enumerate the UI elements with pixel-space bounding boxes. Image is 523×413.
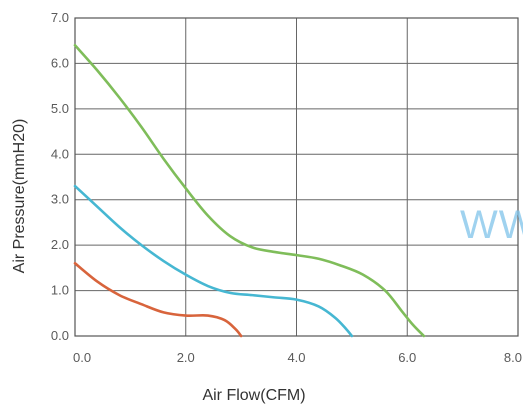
y-tick-labels: 0.0 1.0 2.0 3.0 4.0 5.0 6.0 7.0 <box>51 10 69 343</box>
series-line-1 <box>73 43 426 338</box>
x-axis-title: Air Flow(CFM) <box>202 387 305 404</box>
y-axis-title: Air Pressure(mmH20) <box>11 119 28 274</box>
x-tick-labels: 0.0 2.0 4.0 6.0 8.0 <box>73 350 522 365</box>
y-tick-label: 3.0 <box>51 192 69 207</box>
grid <box>74 17 519 337</box>
y-tick-label: 2.0 <box>51 237 69 252</box>
plot-border <box>74 17 519 337</box>
y-tick-label: 4.0 <box>51 146 69 161</box>
x-tick-label: 4.0 <box>287 350 305 365</box>
series-line-2 <box>73 184 354 338</box>
x-tick-label: 0.0 <box>73 350 91 365</box>
y-tick-label: 5.0 <box>51 101 69 116</box>
x-tick-label: 6.0 <box>398 350 416 365</box>
y-tick-label: 1.0 <box>51 283 69 298</box>
watermark-text: WW <box>460 203 523 247</box>
series-line-3 <box>73 262 243 338</box>
y-tick-label: 7.0 <box>51 10 69 25</box>
y-tick-label: 6.0 <box>51 55 69 70</box>
x-tick-label: 8.0 <box>504 350 522 365</box>
x-tick-label: 2.0 <box>177 350 195 365</box>
y-tick-label: 0.0 <box>51 328 69 343</box>
series-lines <box>73 43 426 338</box>
